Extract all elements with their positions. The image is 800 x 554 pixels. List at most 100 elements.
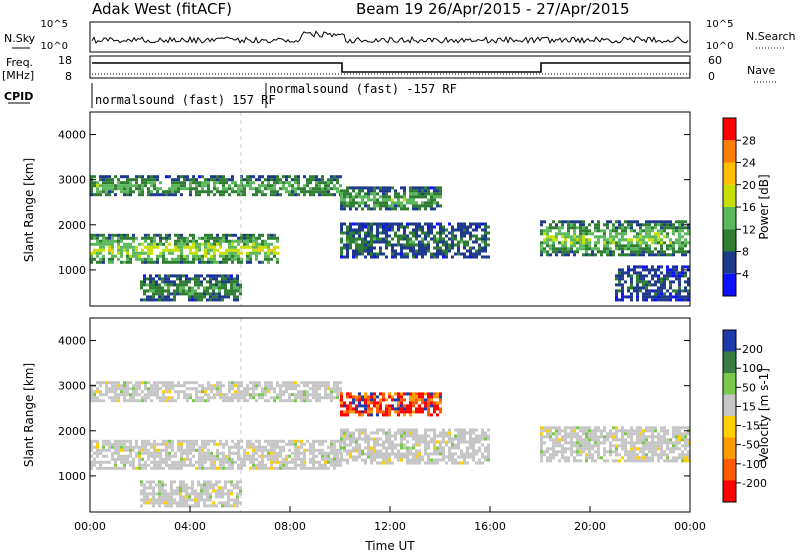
data-cell	[579, 238, 582, 242]
data-cell	[409, 398, 412, 402]
data-cell	[645, 220, 648, 224]
data-cell	[460, 449, 463, 453]
data-cell	[215, 483, 218, 487]
data-cell	[367, 440, 370, 444]
data-cell	[171, 193, 174, 197]
data-cell	[624, 295, 627, 299]
data-cell	[672, 223, 675, 227]
data-cell	[681, 268, 684, 272]
data-cell	[249, 396, 252, 400]
data-cell	[412, 255, 415, 259]
data-cell	[294, 384, 297, 388]
data-cell	[454, 234, 457, 238]
data-cell	[388, 392, 391, 396]
data-cell	[367, 401, 370, 405]
data-cell	[367, 204, 370, 208]
data-cell	[463, 455, 466, 459]
data-cell	[264, 439, 267, 443]
data-cell	[102, 178, 105, 182]
data-cell	[282, 181, 285, 185]
data-cell	[370, 252, 373, 256]
data-cell	[555, 444, 558, 448]
data-cell	[355, 192, 358, 196]
data-cell	[144, 439, 147, 443]
data-cell	[606, 438, 609, 442]
data-cell	[96, 387, 99, 391]
data-cell	[156, 396, 159, 400]
data-cell	[552, 250, 555, 254]
data-cell	[126, 178, 129, 182]
data-cell	[573, 441, 576, 445]
data-cell	[666, 274, 669, 278]
data-cell	[412, 437, 415, 441]
data-cell	[216, 178, 219, 182]
data-cell	[207, 245, 210, 249]
data-cell	[430, 392, 433, 396]
data-cell	[433, 428, 436, 432]
data-cell	[397, 413, 400, 417]
data-cell	[177, 460, 180, 464]
data-cell	[156, 187, 159, 191]
data-cell	[270, 384, 273, 388]
data-cell	[111, 399, 114, 403]
data-cell	[180, 242, 183, 246]
data-cell	[403, 455, 406, 459]
data-cell	[421, 392, 424, 396]
data-cell	[249, 445, 252, 449]
data-cell	[361, 198, 364, 202]
data-cell	[609, 253, 612, 257]
data-cell	[231, 251, 234, 255]
data-cell	[573, 450, 576, 454]
data-cell	[315, 175, 318, 179]
data-cell	[636, 447, 639, 451]
data-cell	[657, 292, 660, 296]
data-cell	[588, 241, 591, 245]
data-cell	[379, 201, 382, 205]
data-cell	[636, 453, 639, 457]
data-cell	[657, 250, 660, 254]
data-cell	[213, 454, 216, 458]
data-cell	[388, 395, 391, 399]
data-cell	[463, 434, 466, 438]
data-cell	[352, 195, 355, 199]
data-cell	[615, 435, 618, 439]
data-cell	[585, 447, 588, 451]
data-cell	[152, 277, 155, 281]
data-cell	[379, 249, 382, 253]
data-cell	[105, 239, 108, 243]
data-cell	[207, 381, 210, 385]
data-cell	[376, 410, 379, 414]
data-cell	[346, 252, 349, 256]
data-cell	[433, 404, 436, 408]
data-cell	[672, 450, 675, 454]
data-cell	[123, 260, 126, 264]
data-cell	[681, 426, 684, 430]
data-cell	[183, 451, 186, 455]
data-cell	[276, 251, 279, 255]
data-cell	[630, 432, 633, 436]
data-cell	[394, 201, 397, 205]
data-cell	[288, 190, 291, 194]
data-cell	[624, 220, 627, 224]
data-cell	[663, 432, 666, 436]
data-cell	[564, 432, 567, 436]
data-cell	[385, 189, 388, 193]
data-cell	[579, 247, 582, 251]
data-cell	[162, 442, 165, 446]
data-cell	[472, 240, 475, 244]
data-cell	[570, 432, 573, 436]
data-cell	[224, 283, 227, 287]
data-cell	[439, 449, 442, 453]
data-cell	[349, 392, 352, 396]
data-cell	[195, 387, 198, 391]
data-cell	[439, 452, 442, 456]
data-cell	[282, 466, 285, 470]
data-cell	[309, 448, 312, 452]
data-cell	[436, 434, 439, 438]
x-tick-label: 04:00	[174, 520, 206, 533]
data-cell	[108, 193, 111, 197]
data-cell	[388, 240, 391, 244]
data-cell	[421, 437, 424, 441]
data-cell	[439, 237, 442, 241]
data-cell	[147, 454, 150, 458]
